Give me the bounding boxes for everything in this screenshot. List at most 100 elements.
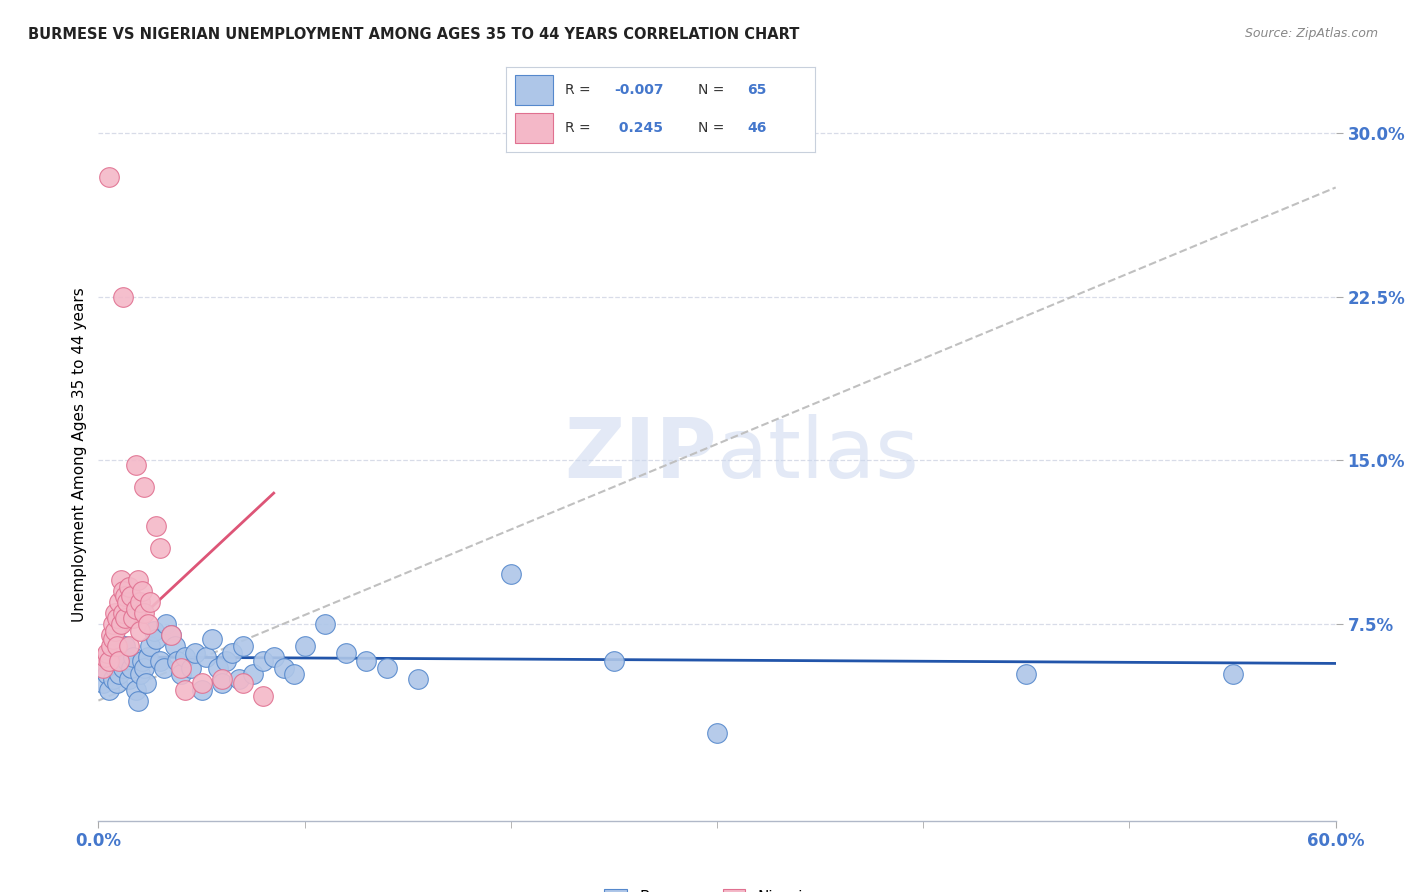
Point bbox=[211, 672, 233, 686]
Point bbox=[145, 519, 167, 533]
Point bbox=[180, 661, 202, 675]
Point bbox=[101, 646, 124, 660]
Text: Source: ZipAtlas.com: Source: ZipAtlas.com bbox=[1244, 27, 1378, 40]
Point bbox=[166, 654, 188, 668]
Point bbox=[136, 649, 159, 664]
Point bbox=[221, 646, 243, 660]
Point bbox=[603, 654, 626, 668]
Point bbox=[101, 632, 124, 647]
Point bbox=[232, 676, 254, 690]
Point bbox=[283, 667, 305, 681]
Point bbox=[100, 628, 122, 642]
Point bbox=[112, 584, 135, 599]
Point bbox=[124, 458, 146, 472]
Point bbox=[174, 649, 197, 664]
Point bbox=[120, 589, 142, 603]
Point bbox=[96, 646, 118, 660]
Point bbox=[112, 606, 135, 620]
Point bbox=[104, 606, 127, 620]
Point bbox=[120, 661, 142, 675]
Point bbox=[114, 610, 136, 624]
Point bbox=[163, 639, 186, 653]
Point bbox=[1222, 667, 1244, 681]
Point bbox=[97, 654, 120, 668]
Point bbox=[131, 584, 153, 599]
Point bbox=[110, 649, 132, 664]
Point bbox=[101, 672, 124, 686]
Point bbox=[122, 610, 145, 624]
Point bbox=[211, 676, 233, 690]
Text: N =: N = bbox=[697, 83, 728, 96]
Y-axis label: Unemployment Among Ages 35 to 44 years: Unemployment Among Ages 35 to 44 years bbox=[72, 287, 87, 623]
Point bbox=[252, 654, 274, 668]
Point bbox=[110, 617, 132, 632]
Point bbox=[207, 661, 229, 675]
Point bbox=[273, 661, 295, 675]
Point bbox=[242, 667, 264, 681]
Point bbox=[335, 646, 357, 660]
Point bbox=[118, 672, 141, 686]
Point bbox=[1015, 667, 1038, 681]
Point bbox=[93, 649, 115, 664]
Point bbox=[114, 589, 136, 603]
FancyBboxPatch shape bbox=[516, 112, 553, 143]
Text: N =: N = bbox=[697, 121, 728, 135]
Point bbox=[190, 682, 212, 697]
Point bbox=[201, 632, 224, 647]
Point bbox=[215, 654, 238, 668]
Point bbox=[118, 639, 141, 653]
Point bbox=[101, 617, 124, 632]
Point bbox=[190, 676, 212, 690]
Point bbox=[118, 580, 141, 594]
Point bbox=[252, 689, 274, 703]
Point bbox=[499, 566, 522, 581]
Text: 65: 65 bbox=[748, 83, 766, 96]
Point bbox=[127, 574, 149, 588]
Point bbox=[128, 595, 150, 609]
Point bbox=[108, 667, 131, 681]
Point bbox=[406, 672, 429, 686]
Point bbox=[97, 649, 120, 664]
Point bbox=[132, 479, 155, 493]
Point bbox=[132, 661, 155, 675]
Point bbox=[124, 682, 146, 697]
Text: R =: R = bbox=[565, 121, 595, 135]
Point bbox=[108, 595, 131, 609]
Point bbox=[91, 676, 114, 690]
Point bbox=[117, 595, 139, 609]
Point bbox=[228, 672, 250, 686]
Point bbox=[375, 661, 398, 675]
Point bbox=[294, 639, 316, 653]
Point bbox=[122, 649, 145, 664]
Text: BURMESE VS NIGERIAN UNEMPLOYMENT AMONG AGES 35 TO 44 YEARS CORRELATION CHART: BURMESE VS NIGERIAN UNEMPLOYMENT AMONG A… bbox=[28, 27, 800, 42]
Point bbox=[108, 654, 131, 668]
Point bbox=[93, 661, 115, 675]
Point bbox=[314, 617, 336, 632]
Point bbox=[108, 654, 131, 668]
Point bbox=[104, 661, 127, 675]
Point bbox=[96, 667, 118, 681]
Point bbox=[132, 606, 155, 620]
Point bbox=[91, 661, 114, 675]
Point bbox=[170, 667, 193, 681]
Point bbox=[100, 639, 122, 653]
Point bbox=[105, 676, 128, 690]
Point bbox=[117, 654, 139, 668]
FancyBboxPatch shape bbox=[516, 75, 553, 105]
Text: 0.245: 0.245 bbox=[614, 121, 664, 135]
Point bbox=[153, 661, 176, 675]
Point bbox=[706, 726, 728, 740]
Point bbox=[97, 682, 120, 697]
Point bbox=[139, 639, 162, 653]
Point bbox=[184, 646, 207, 660]
Point bbox=[105, 639, 128, 653]
Point bbox=[127, 693, 149, 707]
Point bbox=[135, 676, 157, 690]
Point bbox=[356, 654, 378, 668]
Point bbox=[194, 649, 217, 664]
Text: atlas: atlas bbox=[717, 415, 918, 495]
Point bbox=[170, 661, 193, 675]
Point bbox=[124, 602, 146, 616]
Point bbox=[110, 574, 132, 588]
Point bbox=[131, 654, 153, 668]
